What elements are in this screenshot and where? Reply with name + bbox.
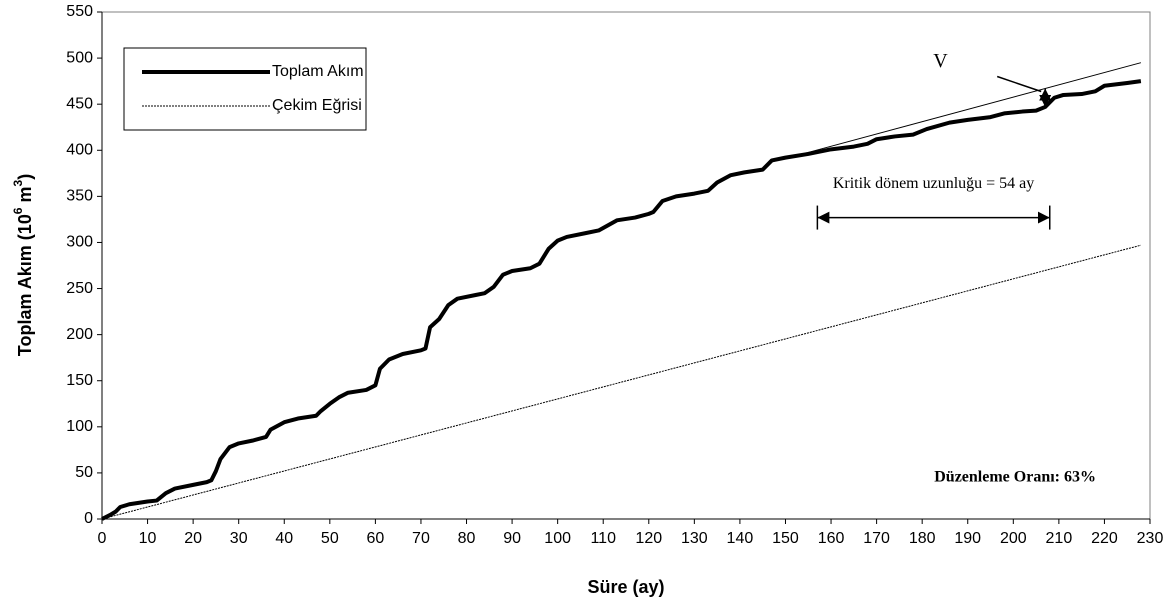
y-tick-label: 250	[66, 280, 93, 297]
x-tick-label: 140	[727, 530, 754, 547]
y-tick-label: 550	[66, 3, 93, 20]
x-axis-title: Süre (ay)	[587, 577, 664, 597]
y-tick-label: 400	[66, 141, 93, 158]
x-tick-label: 100	[544, 530, 571, 547]
y-tick-label: 0	[84, 510, 93, 527]
x-tick-label: 120	[635, 530, 662, 547]
x-tick-label: 60	[366, 530, 384, 547]
x-tick-label: 210	[1046, 530, 1073, 547]
x-tick-label: 150	[772, 530, 799, 547]
v-label: V	[933, 50, 948, 72]
x-tick-label: 130	[681, 530, 708, 547]
y-axis-title-sup: 6	[11, 207, 25, 214]
legend-label: Çekim Eğrisi	[272, 97, 362, 114]
x-tick-label: 40	[275, 530, 293, 547]
y-tick-label: 50	[75, 464, 93, 481]
x-tick-label: 230	[1137, 530, 1164, 547]
y-axis-title-part: m	[15, 186, 35, 207]
y-tick-label: 450	[66, 95, 93, 112]
legend-label: Toplam Akım	[272, 63, 364, 80]
x-tick-label: 200	[1000, 530, 1027, 547]
y-tick-label: 500	[66, 49, 93, 66]
x-tick-label: 80	[458, 530, 476, 547]
y-tick-label: 100	[66, 418, 93, 435]
x-tick-label: 170	[863, 530, 890, 547]
x-tick-label: 160	[818, 530, 845, 547]
y-tick-label: 350	[66, 188, 93, 205]
series-line	[101, 79, 1142, 521]
x-tick-label: 0	[98, 530, 107, 547]
y-tick-label: 300	[66, 234, 93, 251]
x-tick-label: 70	[412, 530, 430, 547]
note: Düzenleme Oranı: 63%	[934, 469, 1096, 486]
x-tick-label: 90	[503, 530, 521, 547]
series-line	[101, 244, 1142, 520]
v-pointer	[996, 75, 1042, 93]
x-tick-label: 20	[184, 530, 202, 547]
x-tick-label: 110	[590, 530, 616, 547]
x-tick-label: 220	[1091, 530, 1118, 547]
x-tick-label: 50	[321, 530, 339, 547]
x-tick-label: 190	[954, 530, 981, 547]
x-tick-label: 180	[909, 530, 936, 547]
y-axis-title-part: )	[15, 174, 35, 180]
y-tick-label: 150	[66, 372, 93, 389]
x-tick-label: 30	[230, 530, 248, 547]
tangent-line	[785, 62, 1142, 160]
y-axis-title-part: Toplam Akım (10	[15, 214, 35, 356]
y-tick-label: 200	[66, 326, 93, 343]
critical-label: Kritik dönem uzunluğu = 54 ay	[833, 175, 1034, 192]
x-tick-label: 10	[139, 530, 157, 547]
y-axis-title: Toplam Akım (106 m3)	[11, 174, 35, 356]
legend-box	[123, 47, 367, 131]
y-axis-title-sup: 3	[11, 179, 25, 186]
